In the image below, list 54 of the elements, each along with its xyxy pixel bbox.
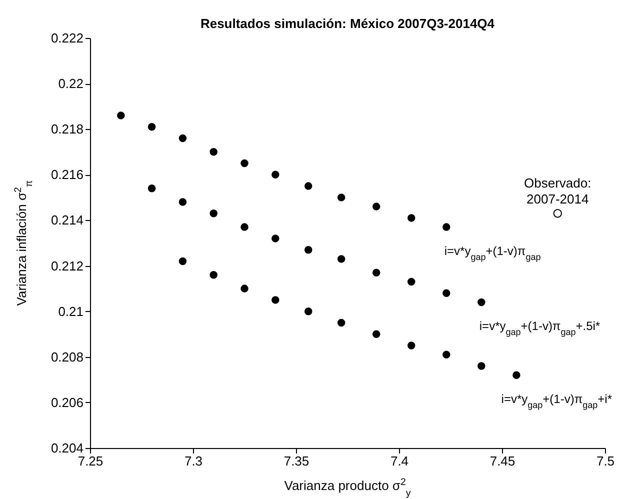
point xyxy=(304,246,312,254)
series-label: i=v*y$_{gap}$+(1-v)π$_{gap}$+.5i* xyxy=(479,319,600,338)
series-label: i=v*y$_{gap}$+(1-v)π$_{gap}$+i* xyxy=(501,392,612,410)
point xyxy=(512,371,520,379)
point xyxy=(178,257,187,266)
point xyxy=(178,198,187,206)
point xyxy=(272,234,280,242)
x-tick-label: 7.25 xyxy=(78,454,104,468)
point xyxy=(337,318,346,327)
point xyxy=(337,194,346,202)
point xyxy=(304,182,312,190)
point xyxy=(304,307,312,316)
point xyxy=(272,170,280,179)
point xyxy=(442,223,450,231)
y-tick-label: 0.212 xyxy=(50,258,84,274)
point xyxy=(478,298,486,306)
point xyxy=(178,134,187,142)
x-tick-label: 7.3 xyxy=(184,454,203,468)
point xyxy=(442,350,450,358)
y-tick-label: 0.222 xyxy=(50,30,84,46)
series-label: i=v*y$_{gap}$+(1-v)π$_{gap}$ xyxy=(444,244,541,262)
y-tick-label: 0.204 xyxy=(50,440,84,456)
y-tick-label: 0.208 xyxy=(50,349,84,364)
point xyxy=(240,223,248,231)
point xyxy=(407,214,416,222)
y-tick-label: 0.22 xyxy=(58,76,84,92)
y-tick-label: 0.214 xyxy=(50,212,84,228)
point xyxy=(407,342,416,350)
point xyxy=(372,330,380,338)
y-tick-label: 0.21 xyxy=(58,304,84,319)
point xyxy=(337,255,346,263)
point xyxy=(210,271,218,279)
x-tick-label: 7.5 xyxy=(596,454,615,468)
point xyxy=(210,148,218,156)
y-tick-label: 0.218 xyxy=(50,122,84,137)
y-tick-label: 0.206 xyxy=(50,394,84,410)
point xyxy=(372,268,380,276)
x-tick-label: 7.4 xyxy=(390,454,409,468)
point xyxy=(210,210,218,218)
annotation: Observado: 2007-2014 xyxy=(524,175,592,206)
point xyxy=(372,202,380,210)
y-tick-label: 0.216 xyxy=(50,167,84,182)
point xyxy=(407,278,416,286)
point xyxy=(272,296,280,304)
chart-title: Resultados simulación: México 2007Q3-2014Q4 xyxy=(200,16,496,31)
point xyxy=(442,289,450,297)
x-tick-label: 7.45 xyxy=(490,454,516,468)
point xyxy=(148,184,156,192)
point xyxy=(148,122,156,131)
point xyxy=(240,159,248,168)
point xyxy=(240,284,248,292)
point xyxy=(478,362,486,370)
x-tick-label: 7.35 xyxy=(284,454,310,468)
point xyxy=(117,112,125,120)
